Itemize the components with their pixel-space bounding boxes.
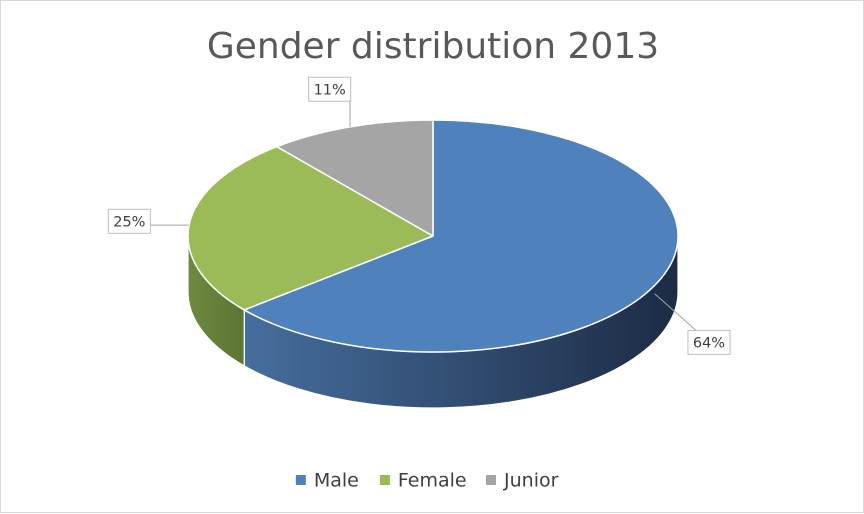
leader-line bbox=[654, 293, 697, 331]
data-label-text: 64% bbox=[693, 336, 725, 352]
data-label-male: 64% bbox=[654, 293, 731, 355]
legend-item-junior: Junior bbox=[486, 470, 559, 492]
data-label-box bbox=[107, 208, 151, 234]
pie-slice-junior bbox=[276, 119, 434, 237]
legend-label: Junior bbox=[503, 470, 559, 492]
chart-title: Gender distribution 2013 bbox=[207, 26, 659, 67]
legend-swatch bbox=[379, 475, 390, 485]
pie-slices bbox=[187, 119, 679, 353]
legend: Male Female Junior bbox=[295, 470, 559, 492]
data-label-box bbox=[308, 76, 352, 102]
data-label-text: 11% bbox=[314, 82, 346, 98]
legend-label: Female bbox=[398, 470, 467, 492]
legend-swatch bbox=[295, 475, 306, 485]
data-label-junior: 11% bbox=[308, 76, 352, 127]
legend-swatch bbox=[486, 475, 497, 485]
data-labels: 64% 25% 11% bbox=[107, 76, 731, 355]
data-label-text: 25% bbox=[113, 215, 145, 231]
legend-item-male: Male bbox=[295, 470, 359, 492]
data-label-female: 25% bbox=[107, 208, 190, 234]
legend-item-female: Female bbox=[379, 470, 467, 492]
pie-slice-male bbox=[243, 119, 679, 353]
legend-label: Male bbox=[314, 470, 359, 492]
data-label-box bbox=[687, 329, 731, 355]
